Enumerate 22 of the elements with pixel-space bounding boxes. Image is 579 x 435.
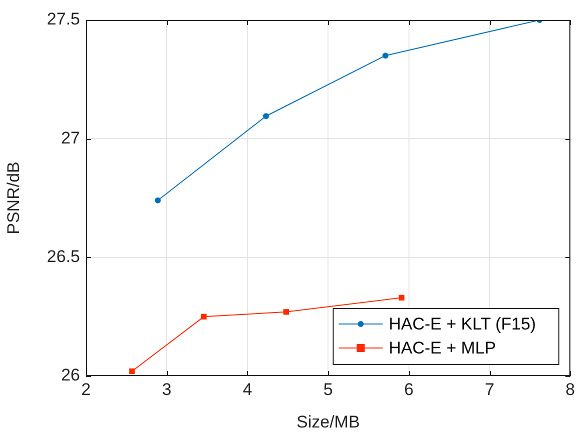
point — [262, 113, 269, 120]
x-tick-label: 8 — [566, 380, 576, 399]
y-tick-label: 26 — [61, 366, 80, 385]
point — [129, 368, 135, 374]
point — [398, 294, 404, 301]
point — [201, 314, 207, 320]
x-tick-label: 6 — [404, 380, 414, 399]
x-tick-label: 7 — [484, 380, 494, 399]
legend-label: HAC-E + KLT (F15) — [388, 314, 536, 334]
y-tick-label: 27 — [61, 128, 80, 148]
point — [382, 52, 388, 59]
x-tick-label: 4 — [242, 380, 252, 399]
point — [154, 197, 161, 204]
y-axis-title: PSNR/dB — [4, 162, 23, 234]
y-tick-label: 27.5 — [46, 10, 80, 29]
x-tick-label: 5 — [323, 380, 333, 399]
legend-label: HAC-E + MLP — [388, 338, 496, 358]
x-axis-title: Size/MB — [296, 412, 360, 432]
point — [283, 309, 289, 315]
y-tick-label: 26.5 — [46, 247, 80, 266]
x-tick-label: 3 — [162, 380, 172, 399]
x-tick-label: 2 — [81, 380, 91, 399]
